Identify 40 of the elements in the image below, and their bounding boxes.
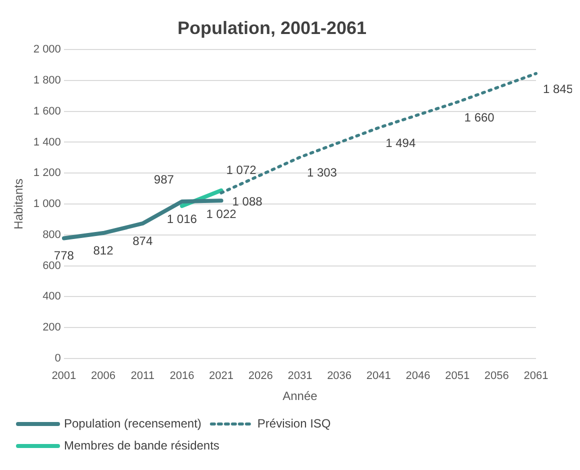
y-tick-label: 1 000 [33, 198, 61, 210]
line-series [220, 72, 538, 194]
y-tick-label: 1 400 [33, 136, 61, 148]
y-tick-label: 800 [42, 228, 61, 241]
data-label: 1 494 [386, 136, 416, 150]
y-tick-label: 400 [42, 290, 61, 303]
y-tick-label: 200 [42, 322, 61, 334]
y-tick-label: 1 800 [33, 74, 61, 87]
x-axis-title: Année [282, 389, 318, 404]
y-tick-label: 1 600 [33, 105, 61, 118]
y-axis-title: Habitants [12, 178, 26, 230]
x-tick-label: 2006 [91, 370, 116, 382]
x-tick-label: 2021 [209, 370, 234, 382]
x-tick-label: 2016 [170, 370, 194, 382]
data-label: 1 660 [464, 110, 495, 124]
y-tick-label: 2 000 [33, 44, 61, 56]
data-label: 1 016 [166, 212, 198, 226]
legend-label: Population (recensement) [64, 416, 202, 430]
x-tick-label: 2001 [52, 370, 76, 382]
y-tick-label: 1 200 [33, 167, 61, 180]
data-label: 1 088 [232, 194, 263, 209]
x-tick-label: 2036 [327, 370, 352, 382]
x-tick-label: 2051 [445, 370, 470, 382]
chart-title: Population, 2001-2061 [177, 18, 367, 38]
x-tick-label: 2061 [524, 370, 548, 382]
data-label: 1 303 [306, 166, 338, 180]
x-tick-label: 2026 [248, 370, 273, 382]
x-tick-label: 2041 [366, 370, 391, 382]
x-tick-label: 2011 [130, 370, 154, 382]
x-tick-label: 2046 [406, 370, 430, 382]
legend-label: Prévision ISQ [257, 416, 331, 430]
data-label: 812 [93, 243, 114, 258]
legend-label: Membres de bande résidents [64, 438, 220, 452]
x-tick-label: 2031 [288, 370, 312, 382]
data-label: 987 [154, 172, 174, 186]
x-tick-label: 2056 [484, 370, 509, 382]
data-label: 874 [132, 234, 153, 248]
data-label: 1 022 [206, 206, 237, 221]
y-tick-label: 0 [54, 352, 61, 364]
data-label: 1 072 [226, 163, 257, 178]
